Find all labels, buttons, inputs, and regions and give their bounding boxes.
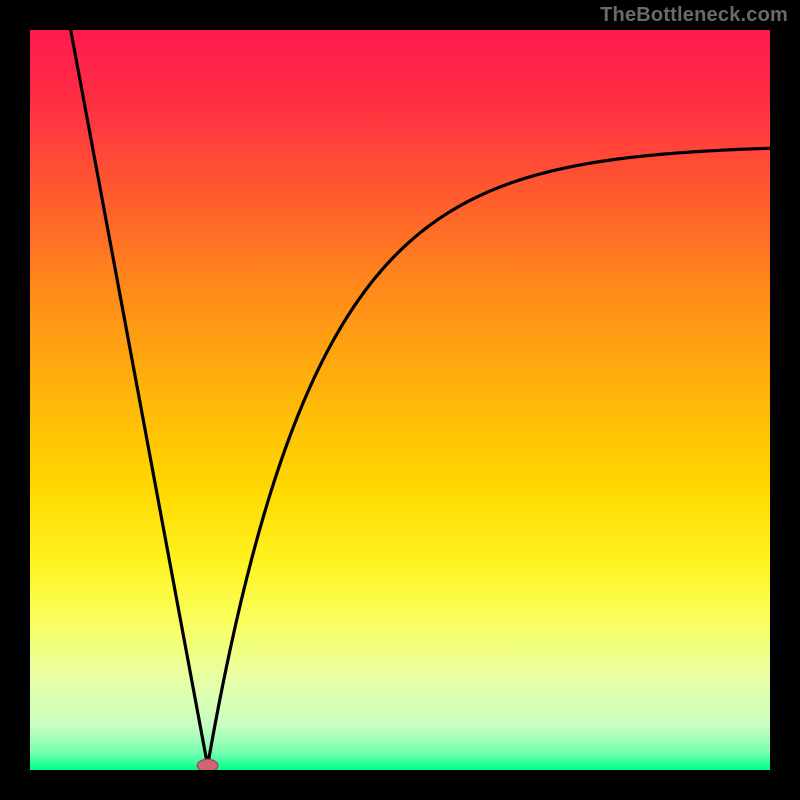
chart-outer: TheBottleneck.com bbox=[0, 0, 800, 800]
watermark-text: TheBottleneck.com bbox=[600, 4, 788, 27]
minimum-marker bbox=[197, 759, 218, 770]
bottleneck-chart bbox=[30, 30, 770, 770]
